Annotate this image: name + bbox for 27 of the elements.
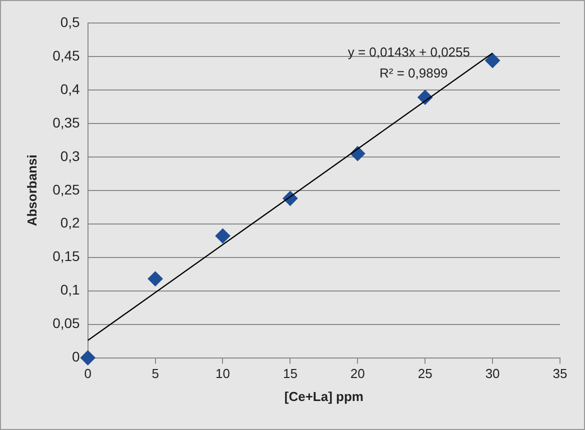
x-axis-title: [Ce+La] ppm [284, 388, 364, 404]
point [215, 228, 230, 244]
y-tick-label: 0,05 [52, 315, 80, 332]
x-tick-label: 20 [350, 366, 365, 382]
x-tick-label: 10 [216, 366, 230, 382]
y-axis-title: Absorbansi [24, 154, 40, 226]
annotation: R² = 0,9899 [379, 66, 448, 81]
y-tick-label: 0,45 [52, 47, 80, 64]
annotation: y = 0,0143x + 0,0255 [348, 44, 470, 60]
x-tick-label: 35 [552, 366, 568, 382]
point [148, 271, 163, 286]
y-tick-label: 0,2 [60, 214, 80, 231]
x-tick-label: 15 [282, 366, 298, 382]
y-tick-label: 0,5 [60, 14, 80, 30]
x-tick-label: 30 [485, 366, 500, 382]
y-tick-label: 0 [72, 348, 80, 365]
y-tick-label: 0,35 [52, 114, 80, 130]
point [80, 350, 96, 366]
y-tick-label: 0,1 [60, 282, 80, 298]
x-tick-label: 25 [418, 366, 432, 382]
y-tick-label: 0,25 [52, 181, 80, 198]
y-tick-label: 0,4 [60, 80, 80, 97]
y-tick-label: 0,3 [60, 148, 80, 164]
x-tick-label: 5 [152, 366, 159, 382]
x-tick-label: 0 [84, 366, 92, 382]
y-tick-label: 0,15 [52, 248, 80, 264]
point [485, 53, 500, 68]
